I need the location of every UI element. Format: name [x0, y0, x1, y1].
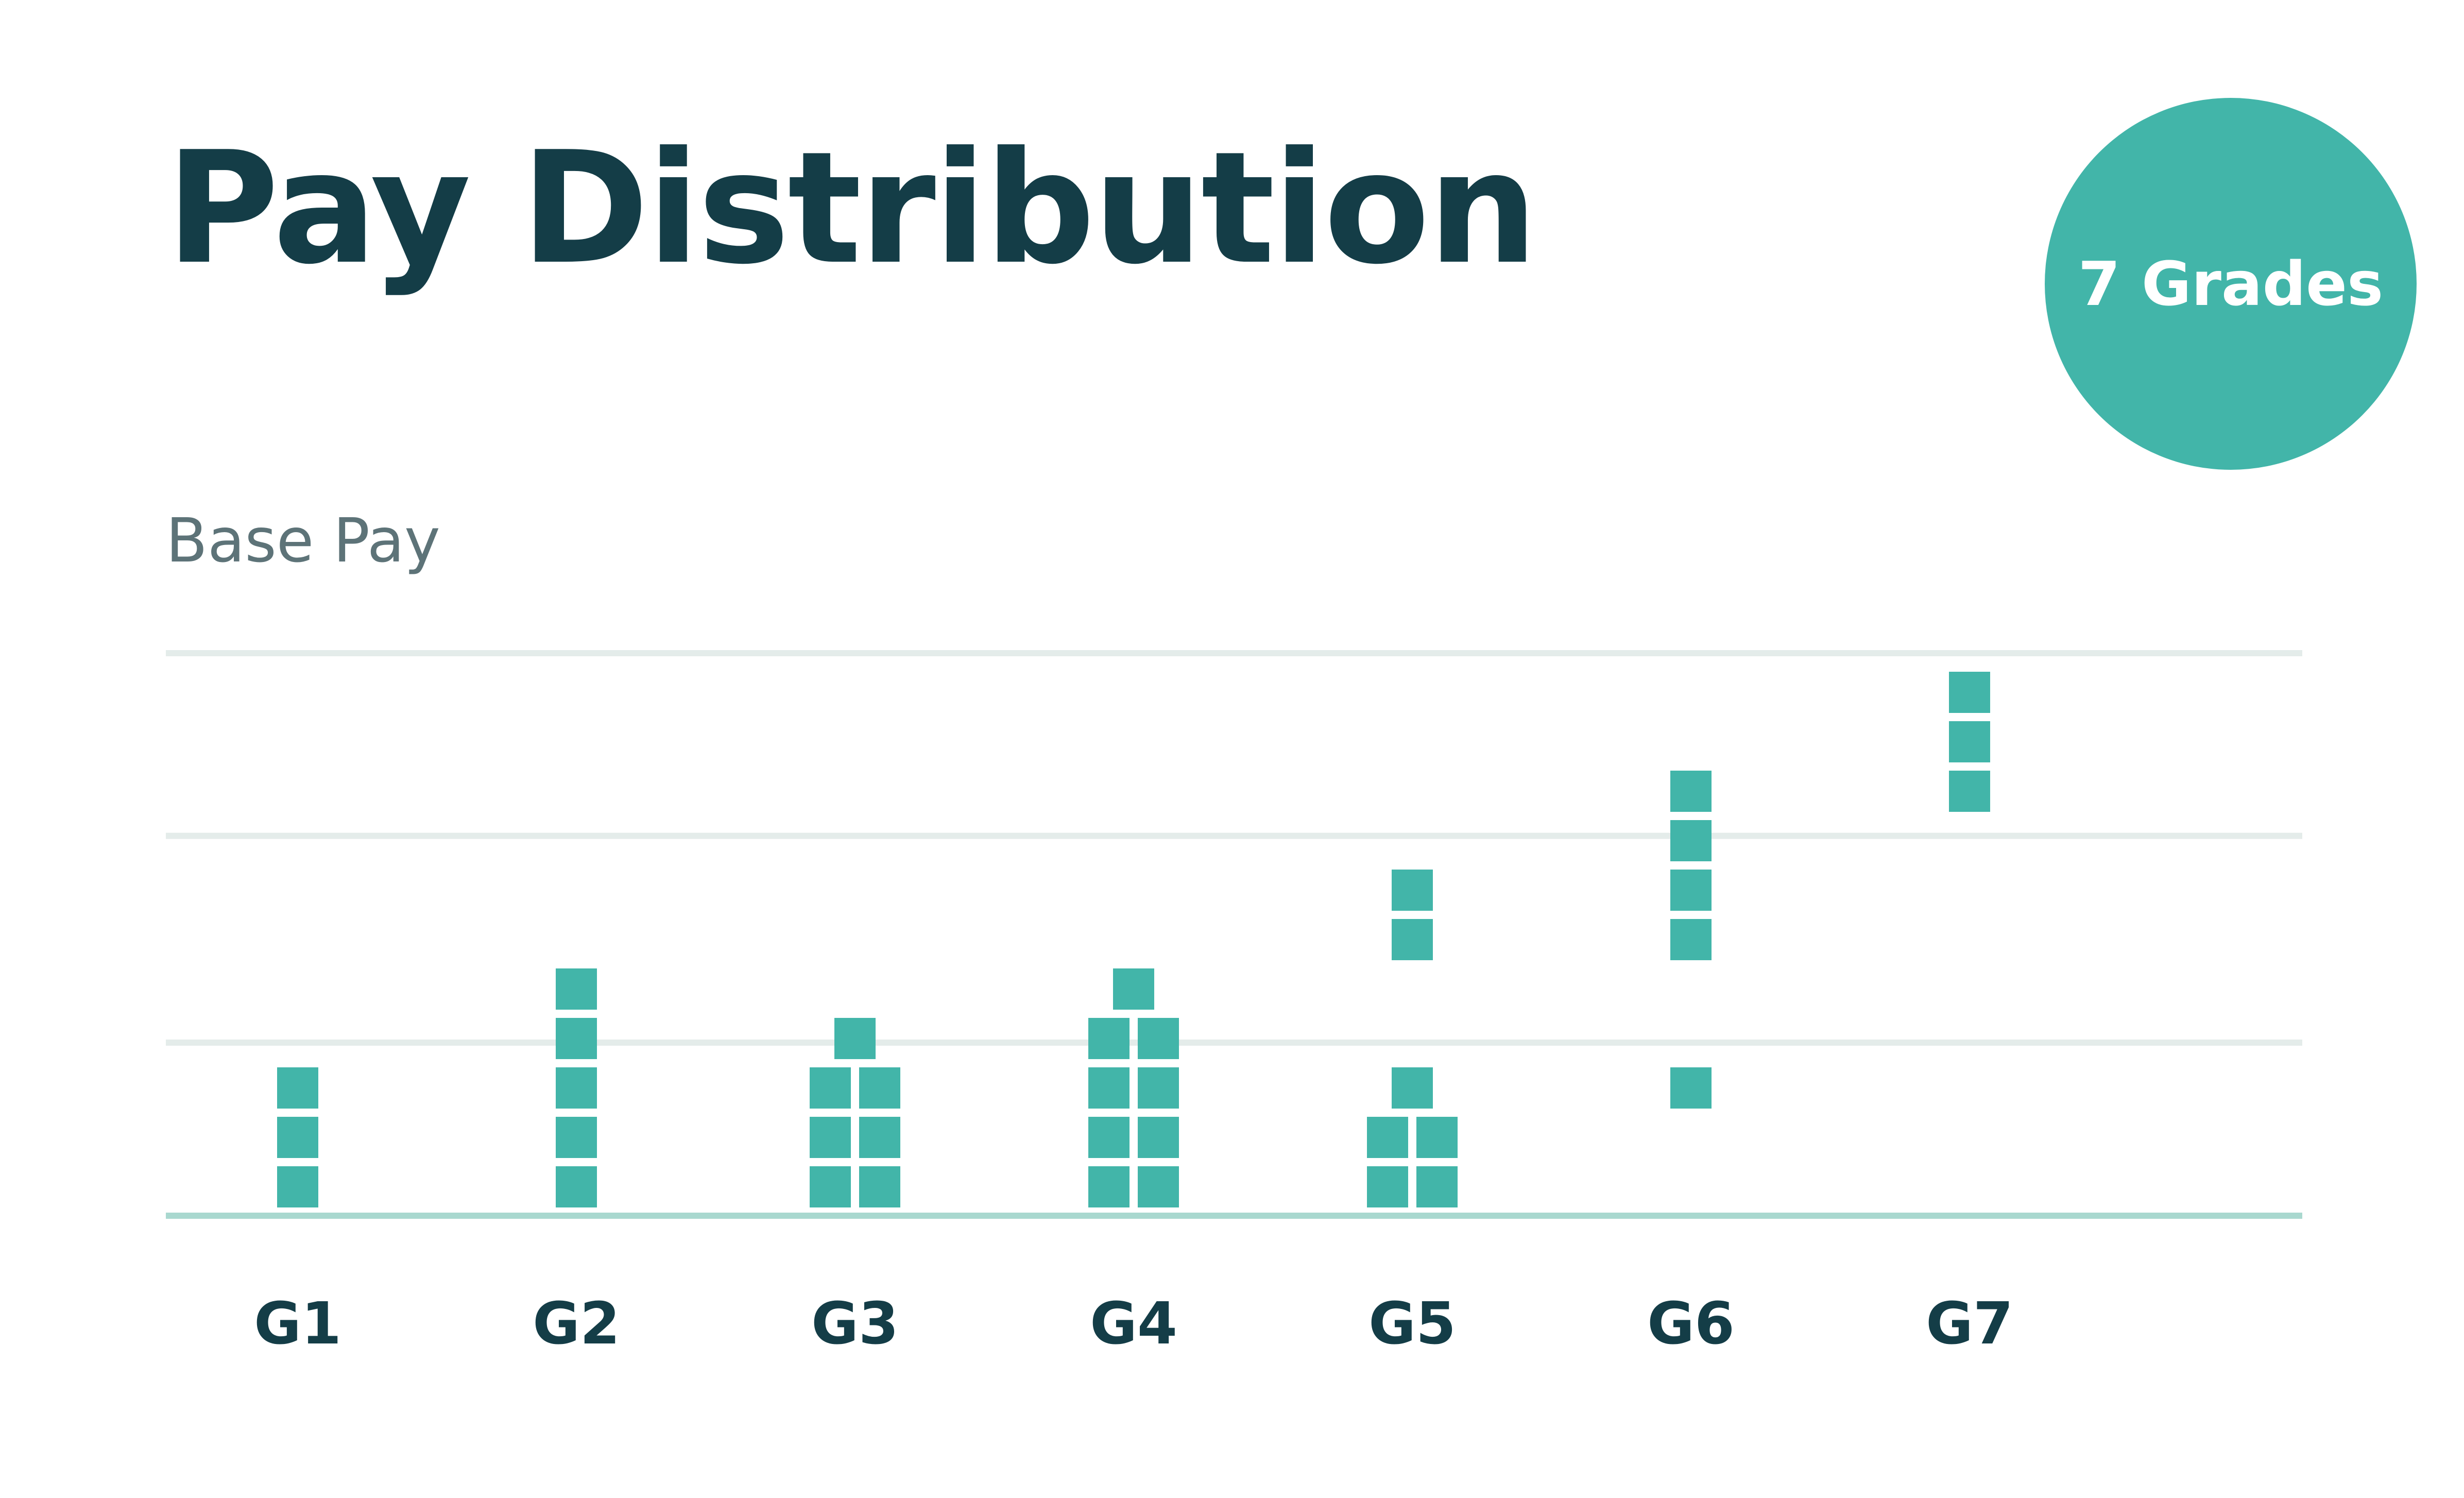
- data-square-g5: [1416, 1117, 1458, 1158]
- data-square-g3: [859, 1117, 900, 1158]
- data-square-g1: [277, 1166, 318, 1207]
- data-square-g4: [1088, 1018, 1130, 1059]
- data-square-g6: [1670, 820, 1712, 861]
- data-square-g2: [556, 1018, 597, 1059]
- x-tick-label-g2: G2: [533, 1290, 620, 1357]
- data-square-g4: [1138, 1067, 1179, 1109]
- grades-count-label: 7 Grades: [2078, 248, 2384, 319]
- x-tick-label-g7: G7: [1926, 1290, 2013, 1357]
- data-square-g6: [1670, 919, 1712, 960]
- data-square-g6: [1670, 771, 1712, 812]
- data-square-g1: [277, 1117, 318, 1158]
- data-square-g7: [1949, 771, 1990, 812]
- data-square-g5: [1416, 1166, 1458, 1207]
- data-square-g2: [556, 1067, 597, 1109]
- data-square-g2: [556, 1166, 597, 1207]
- data-square-g4: [1088, 1117, 1130, 1158]
- data-square-g5: [1392, 1067, 1433, 1109]
- data-square-g3: [834, 1018, 876, 1059]
- data-square-g5: [1392, 870, 1433, 911]
- x-tick-label-g5: G5: [1368, 1290, 1456, 1357]
- data-square-g2: [556, 968, 597, 1010]
- x-tick-label-g4: G4: [1090, 1290, 1177, 1357]
- data-square-g3: [810, 1166, 851, 1207]
- data-square-g5: [1392, 919, 1433, 960]
- data-square-g4: [1088, 1166, 1130, 1207]
- x-tick-label-g1: G1: [254, 1290, 341, 1357]
- data-square-g5: [1367, 1166, 1408, 1207]
- data-square-g3: [810, 1067, 851, 1109]
- x-tick-label-g6: G6: [1647, 1290, 1735, 1357]
- y-axis-label: Base Pay: [166, 505, 440, 576]
- data-square-g3: [810, 1117, 851, 1158]
- data-square-g7: [1949, 721, 1990, 762]
- data-square-g3: [859, 1166, 900, 1207]
- data-square-g3: [859, 1067, 900, 1109]
- x-tick-label-g3: G3: [811, 1290, 899, 1357]
- data-square-g6: [1670, 1067, 1712, 1109]
- data-square-g7: [1949, 672, 1990, 713]
- page-title: Pay Distribution: [166, 118, 1538, 298]
- data-square-g4: [1138, 1166, 1179, 1207]
- grades-count-badge: 7 Grades: [2045, 98, 2417, 470]
- data-square-g4: [1138, 1117, 1179, 1158]
- data-square-g1: [277, 1067, 318, 1109]
- data-square-g2: [556, 1117, 597, 1158]
- data-square-g5: [1367, 1117, 1408, 1158]
- data-square-g6: [1670, 870, 1712, 911]
- data-square-g4: [1088, 1067, 1130, 1109]
- data-square-g4: [1138, 1018, 1179, 1059]
- data-square-g4: [1113, 968, 1154, 1010]
